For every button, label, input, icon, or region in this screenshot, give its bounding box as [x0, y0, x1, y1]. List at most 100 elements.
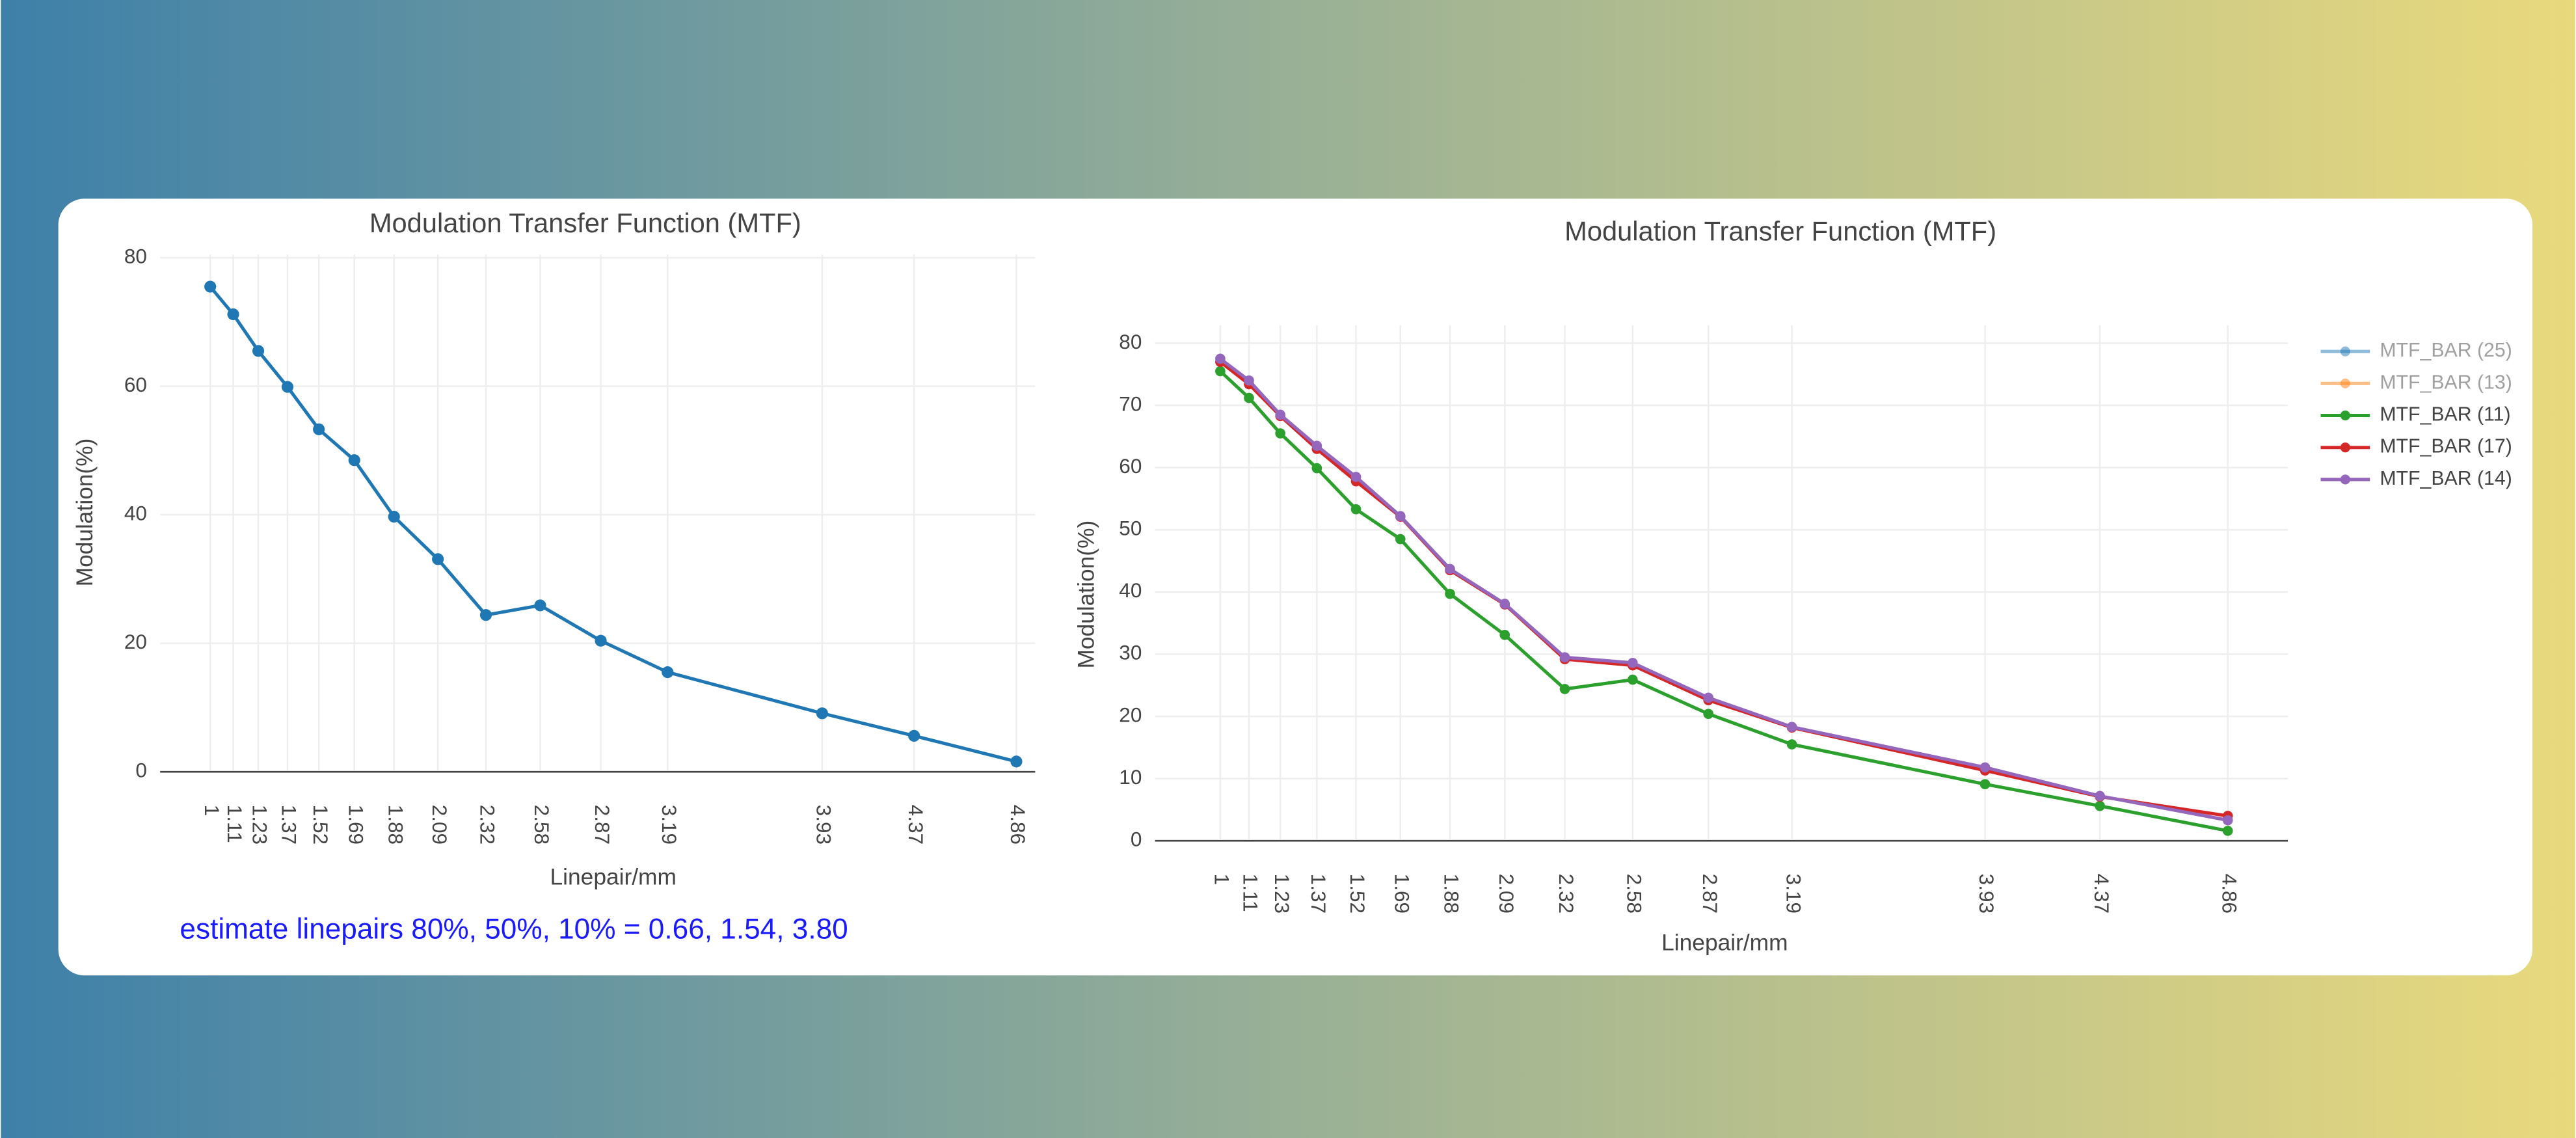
chart-title: Modulation Transfer Function (MTF)	[369, 208, 801, 238]
x-tick-label: 1.52	[309, 805, 332, 845]
data-point	[1703, 709, 1714, 720]
y-tick-label: 20	[1119, 703, 1142, 726]
x-tick-label: 3.19	[1782, 874, 1805, 914]
data-point	[1786, 739, 1797, 750]
x-tick-label: 1.69	[344, 805, 368, 845]
x-tick-label: 2.32	[1555, 874, 1578, 914]
data-point	[1559, 652, 1570, 663]
x-tick-label: 2.58	[1623, 874, 1646, 914]
data-point	[2222, 826, 2233, 836]
data-point	[2222, 815, 2233, 826]
data-point	[534, 599, 546, 612]
x-tick-label: 1.37	[278, 805, 301, 845]
data-point	[313, 423, 325, 435]
x-tick-label: 3.19	[658, 805, 681, 845]
y-tick-label: 0	[1131, 828, 1142, 851]
x-tick-label: 4.86	[2218, 874, 2241, 914]
chart-title: Modulation Transfer Function (MTF)	[1564, 215, 1996, 246]
data-point	[1311, 440, 1322, 451]
x-tick-label: 1.11	[1239, 874, 1263, 912]
x-tick-label: 2.87	[1698, 874, 1722, 914]
data-point	[1350, 472, 1362, 482]
y-tick-label: 30	[1119, 641, 1142, 664]
x-axis-title: Linepair/mm	[550, 865, 677, 890]
data-point	[479, 609, 492, 621]
data-point	[204, 280, 217, 293]
data-point	[1628, 674, 1638, 685]
legend-marker	[2340, 346, 2350, 357]
x-tick-label: 3.93	[1975, 874, 1998, 914]
legend-label[interactable]: MTF_BAR (17)	[2380, 436, 2512, 457]
x-tick-label: 1.11	[223, 805, 247, 843]
data-point	[1395, 511, 1406, 522]
y-tick-label: 40	[1119, 578, 1142, 602]
data-point	[348, 454, 360, 467]
data-point	[388, 511, 400, 523]
legend-label[interactable]: MTF_BAR (25)	[2380, 340, 2512, 361]
data-point	[1703, 692, 1714, 703]
data-point	[595, 634, 607, 647]
data-point	[662, 666, 674, 679]
x-tick-label: 2.87	[591, 805, 614, 845]
data-point	[1499, 599, 1510, 609]
data-point	[908, 729, 920, 742]
x-tick-label: 1.37	[1307, 874, 1330, 914]
data-point	[281, 381, 294, 393]
data-point	[1979, 779, 1991, 790]
y-tick-label: 70	[1119, 392, 1142, 415]
x-tick-label: 1.88	[384, 805, 407, 845]
legend-label[interactable]: MTF_BAR (13)	[2380, 372, 2512, 393]
data-point	[1445, 563, 1455, 575]
data-point	[1499, 629, 1510, 640]
x-tick-label: 4.37	[2090, 874, 2113, 914]
annotation: estimate linepairs 80%, 50%, 10% = 0.66,…	[180, 914, 848, 945]
data-point	[227, 308, 239, 321]
x-tick-label: 3.93	[812, 805, 836, 845]
data-point	[1395, 534, 1406, 545]
data-point	[1445, 588, 1455, 599]
x-tick-label: 2.09	[1495, 874, 1518, 914]
data-point	[432, 553, 444, 565]
data-point	[252, 345, 265, 357]
x-tick-label: 1	[200, 805, 224, 817]
x-tick-label: 4.86	[1006, 805, 1030, 845]
x-tick-label: 1.23	[1270, 874, 1294, 914]
legend-label[interactable]: MTF_BAR (11)	[2380, 404, 2510, 426]
data-point	[1215, 353, 1226, 364]
y-tick-label: 50	[1119, 517, 1142, 540]
y-axis-title: Modulation(%)	[1073, 521, 1099, 669]
y-tick-label: 60	[1119, 454, 1142, 478]
data-point	[1311, 463, 1322, 474]
x-tick-label: 1.88	[1440, 874, 1464, 914]
y-tick-label: 60	[124, 373, 147, 396]
legend-marker	[2340, 474, 2350, 485]
data-point	[1215, 366, 1226, 377]
data-point	[1628, 657, 1638, 668]
x-axis-title: Linepair/mm	[1661, 930, 1788, 956]
x-tick-label: 1.23	[248, 805, 272, 845]
x-tick-label: 2.32	[476, 805, 500, 845]
x-tick-label: 1.69	[1390, 874, 1414, 914]
data-point	[2095, 791, 2105, 802]
data-point	[1244, 375, 1254, 386]
data-point	[1010, 755, 1023, 768]
card	[58, 198, 2533, 976]
legend-marker	[2340, 378, 2350, 388]
y-tick-label: 10	[1119, 765, 1142, 789]
y-axis-title: Modulation(%)	[72, 439, 98, 587]
legend-label[interactable]: MTF_BAR (14)	[2380, 468, 2512, 489]
x-tick-label: 1.52	[1346, 874, 1369, 914]
data-point	[1275, 428, 1285, 439]
data-point	[1275, 409, 1285, 420]
data-point	[1979, 762, 1991, 773]
y-tick-label: 80	[1119, 330, 1142, 353]
x-tick-label: 4.37	[904, 805, 928, 845]
legend-marker	[2340, 410, 2350, 421]
y-tick-label: 40	[124, 501, 147, 524]
data-point	[1244, 392, 1254, 403]
y-tick-label: 80	[124, 244, 147, 267]
x-tick-label: 2.58	[530, 805, 554, 845]
data-point	[1350, 504, 1362, 515]
y-tick-label: 0	[135, 759, 147, 782]
